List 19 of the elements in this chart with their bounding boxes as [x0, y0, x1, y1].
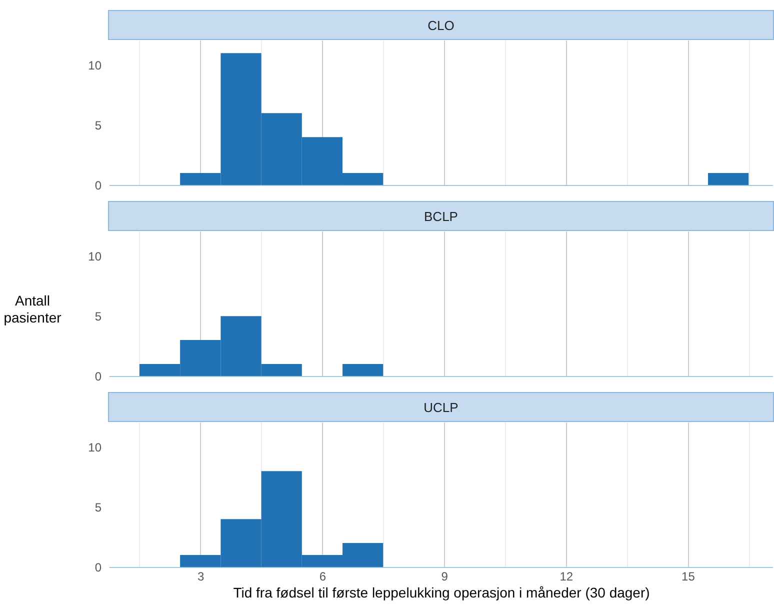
chart-title: UCLP: [108, 392, 774, 422]
y-tick-label: 0: [94, 370, 102, 384]
chart-title: CLO: [108, 10, 774, 40]
y-tick-label: 10: [88, 440, 102, 455]
chart-title: BCLP: [108, 201, 774, 231]
y-tick-label: 5: [94, 500, 102, 515]
y-tick-label: 0: [94, 560, 102, 574]
x-tick-label: 15: [682, 570, 696, 584]
x-tick-label: 12: [560, 570, 574, 584]
y-axis-title: Antall pasienter: [4, 292, 62, 326]
x-tick-label: 3: [198, 570, 205, 584]
y-tick-label: 5: [94, 118, 102, 133]
x-tick-label: 6: [319, 570, 326, 584]
x-axis-title: Tid fra fødsel til første leppelukking operasjon i måneder (30 dager): [233, 584, 650, 600]
y-tick-label: 0: [94, 178, 102, 192]
y-tick-label: 5: [94, 310, 102, 324]
y-tick-label: 10: [88, 58, 102, 73]
x-tick-label: 9: [441, 570, 448, 584]
y-tick-label: 10: [88, 250, 102, 264]
